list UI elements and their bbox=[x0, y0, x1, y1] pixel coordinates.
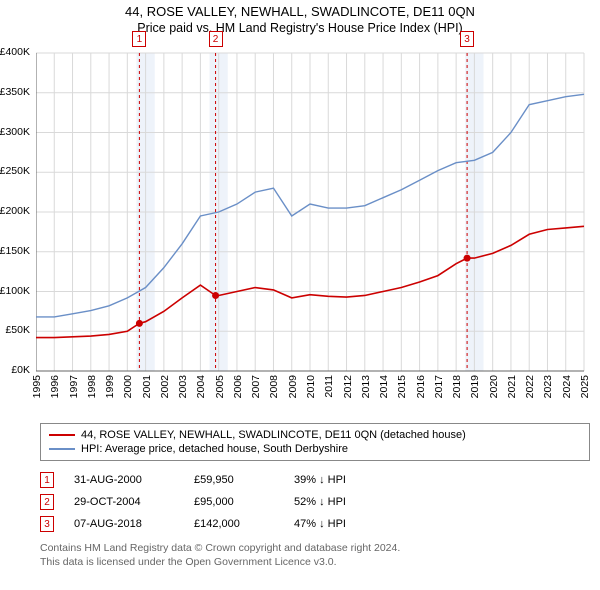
y-axis-label: £350K bbox=[0, 86, 30, 98]
x-axis-label: 1997 bbox=[68, 375, 80, 398]
x-axis-label: 2004 bbox=[195, 375, 207, 398]
chart-subtitle: Price paid vs. HM Land Registry's House … bbox=[0, 21, 600, 35]
sale-price: £95,000 bbox=[194, 496, 274, 508]
y-axis-label: £400K bbox=[0, 46, 30, 58]
x-axis-label: 2015 bbox=[396, 375, 408, 398]
x-axis-label: 2018 bbox=[451, 375, 463, 398]
x-axis-label: 2016 bbox=[415, 375, 427, 398]
y-axis-label: £200K bbox=[0, 205, 30, 217]
footer-attribution: Contains HM Land Registry data © Crown c… bbox=[40, 541, 590, 569]
sales-table: 1 31-AUG-2000 £59,950 39% ↓ HPI 2 29-OCT-2004… bbox=[40, 469, 590, 535]
sale-marker-1: 1 bbox=[132, 31, 146, 47]
x-axis-label: 2022 bbox=[524, 375, 536, 398]
sale-date: 29-OCT-2004 bbox=[74, 496, 174, 508]
sale-hpi-diff: 52% ↓ HPI bbox=[294, 496, 394, 508]
legend: 44, ROSE VALLEY, NEWHALL, SWADLINCOTE, D… bbox=[40, 423, 590, 461]
x-axis-label: 2024 bbox=[561, 375, 573, 398]
x-axis-label: 2007 bbox=[250, 375, 262, 398]
x-axis-label: 2017 bbox=[433, 375, 445, 398]
x-axis-label: 2014 bbox=[378, 375, 390, 398]
x-axis-label: 2021 bbox=[506, 375, 518, 398]
y-axis-label: £150K bbox=[0, 245, 30, 257]
legend-swatch bbox=[49, 434, 75, 436]
y-axis-label: £300K bbox=[0, 126, 30, 138]
sale-price: £59,950 bbox=[194, 474, 274, 486]
x-axis-label: 2002 bbox=[159, 375, 171, 398]
x-axis-label: 2023 bbox=[542, 375, 554, 398]
x-axis-label: 2003 bbox=[177, 375, 189, 398]
legend-item: 44, ROSE VALLEY, NEWHALL, SWADLINCOTE, D… bbox=[49, 428, 581, 442]
sale-hpi-diff: 39% ↓ HPI bbox=[294, 474, 394, 486]
sale-date: 07-AUG-2018 bbox=[74, 518, 174, 530]
x-axis-label: 2012 bbox=[342, 375, 354, 398]
sale-price: £142,000 bbox=[194, 518, 274, 530]
x-axis-label: 2009 bbox=[287, 375, 299, 398]
legend-item: HPI: Average price, detached house, Sout… bbox=[49, 442, 581, 456]
x-axis-label: 2006 bbox=[232, 375, 244, 398]
x-axis-label: 2010 bbox=[305, 375, 317, 398]
x-axis-label: 2008 bbox=[268, 375, 280, 398]
y-axis-label: £0K bbox=[0, 364, 30, 376]
x-axis-label: 2011 bbox=[323, 375, 335, 398]
sales-table-row: 3 07-AUG-2018 £142,000 47% ↓ HPI bbox=[40, 513, 590, 535]
x-axis-label: 2005 bbox=[214, 375, 226, 398]
y-axis-label: £50K bbox=[0, 324, 30, 336]
sales-table-row: 2 29-OCT-2004 £95,000 52% ↓ HPI bbox=[40, 491, 590, 513]
chart-area: £0K£50K£100K£150K£200K£250K£300K£350K£40… bbox=[36, 43, 596, 413]
x-axis-label: 2019 bbox=[469, 375, 481, 398]
sales-table-row: 1 31-AUG-2000 £59,950 39% ↓ HPI bbox=[40, 469, 590, 491]
x-axis-label: 2020 bbox=[488, 375, 500, 398]
x-axis-label: 1995 bbox=[31, 375, 43, 398]
x-axis-label: 1999 bbox=[104, 375, 116, 398]
y-axis-label: £250K bbox=[0, 165, 30, 177]
chart-title: 44, ROSE VALLEY, NEWHALL, SWADLINCOTE, D… bbox=[0, 4, 600, 19]
sale-marker-ref: 2 bbox=[40, 494, 54, 510]
sale-date: 31-AUG-2000 bbox=[74, 474, 174, 486]
footer-line1: Contains HM Land Registry data © Crown c… bbox=[40, 541, 590, 555]
footer-line2: This data is licensed under the Open Gov… bbox=[40, 555, 590, 569]
x-axis-label: 2000 bbox=[122, 375, 134, 398]
sale-hpi-diff: 47% ↓ HPI bbox=[294, 518, 394, 530]
x-axis-label: 2013 bbox=[360, 375, 372, 398]
y-axis-label: £100K bbox=[0, 285, 30, 297]
sale-marker-3: 3 bbox=[460, 31, 474, 47]
x-axis-label: 2001 bbox=[141, 375, 153, 398]
sale-marker-2: 2 bbox=[209, 31, 223, 47]
line-chart bbox=[36, 43, 596, 413]
legend-label: 44, ROSE VALLEY, NEWHALL, SWADLINCOTE, D… bbox=[81, 429, 466, 441]
legend-swatch bbox=[49, 448, 75, 450]
x-axis-label: 1998 bbox=[86, 375, 98, 398]
sale-marker-ref: 3 bbox=[40, 516, 54, 532]
x-axis-label: 2025 bbox=[579, 375, 591, 398]
legend-label: HPI: Average price, detached house, Sout… bbox=[81, 443, 348, 455]
x-axis-label: 1996 bbox=[49, 375, 61, 398]
sale-marker-ref: 1 bbox=[40, 472, 54, 488]
